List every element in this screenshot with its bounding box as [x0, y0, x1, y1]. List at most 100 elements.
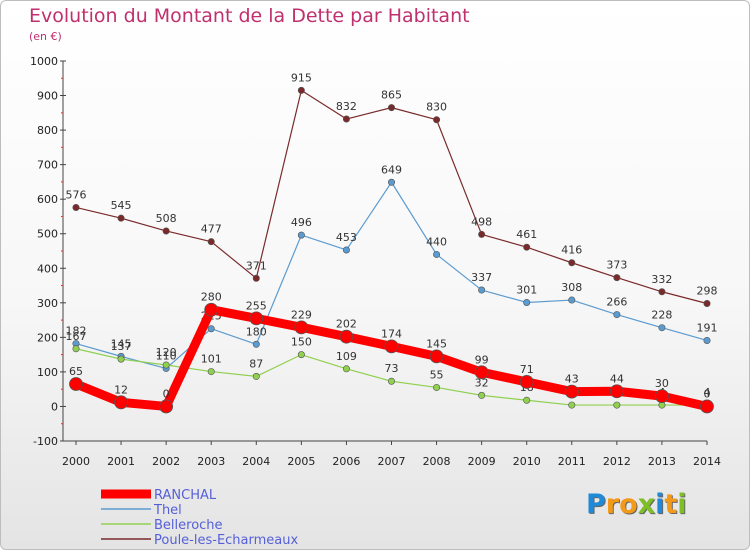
data-label: 280 — [201, 291, 222, 304]
data-label: 71 — [520, 363, 534, 376]
chart-title: Evolution du Montant de la Dette par Hab… — [29, 5, 470, 27]
logo-letter: i — [655, 489, 665, 520]
data-point — [703, 300, 711, 308]
data-label: 43 — [565, 373, 579, 386]
data-label: 496 — [291, 216, 312, 229]
logo-letter: o — [619, 489, 638, 520]
data-point — [297, 351, 305, 359]
data-point — [207, 325, 215, 333]
data-point — [204, 302, 219, 317]
y-tick-label: 800 — [37, 124, 58, 137]
data-label: 167 — [66, 330, 87, 343]
data-label: 137 — [111, 340, 132, 353]
data-point — [564, 384, 579, 399]
data-point — [387, 377, 395, 385]
data-point — [655, 389, 669, 403]
logo-letter: t — [664, 489, 678, 520]
data-label: 373 — [606, 259, 627, 272]
data-label: 180 — [246, 325, 267, 338]
data-label: 65 — [69, 365, 83, 378]
data-point — [703, 336, 711, 344]
y-tick-label: 0 — [51, 400, 58, 413]
data-label: 110 — [156, 349, 177, 362]
data-point — [384, 339, 399, 354]
data-point — [523, 396, 531, 404]
y-tick-label: 400 — [37, 262, 58, 275]
x-tick-label: 2010 — [513, 455, 541, 468]
data-point — [342, 246, 350, 254]
data-label: 229 — [291, 308, 312, 321]
data-point — [69, 377, 83, 391]
data-label: 101 — [201, 353, 222, 366]
x-tick-label: 2001 — [107, 455, 135, 468]
data-label: 298 — [697, 285, 718, 298]
data-label: 308 — [561, 281, 582, 294]
data-label: 440 — [426, 235, 447, 248]
data-label: 832 — [336, 100, 357, 113]
data-point — [478, 286, 486, 294]
data-point — [207, 368, 215, 376]
x-tick-label: 2009 — [468, 455, 496, 468]
logo-letter: P — [586, 489, 606, 520]
data-label: 0 — [704, 387, 711, 400]
data-point — [72, 203, 80, 211]
data-label: 150 — [291, 336, 312, 349]
data-point — [568, 296, 576, 304]
data-point — [429, 349, 444, 364]
data-point — [162, 227, 170, 235]
data-point — [613, 401, 621, 409]
y-tick-label: -100 — [33, 435, 58, 448]
x-tick-label: 2000 — [62, 455, 90, 468]
x-tick-label: 2011 — [558, 455, 586, 468]
data-label: 830 — [426, 101, 447, 114]
y-tick-label: 900 — [37, 90, 58, 103]
chart-subtitle: (en €) — [29, 30, 62, 43]
data-label: 332 — [651, 273, 672, 286]
data-point — [613, 274, 621, 282]
data-label: 73 — [385, 362, 399, 375]
data-label: 461 — [516, 228, 537, 241]
data-label: 371 — [246, 259, 267, 272]
data-point — [478, 230, 486, 238]
data-point — [700, 399, 714, 414]
data-label: 576 — [66, 188, 87, 201]
data-label: 477 — [201, 223, 222, 236]
proxiti-logo: Proxiti — [586, 489, 687, 520]
y-tick-label: 300 — [37, 297, 58, 310]
y-tick-label: 500 — [37, 228, 58, 241]
data-label: 337 — [471, 271, 492, 284]
y-tick-label: 1000 — [30, 55, 58, 68]
data-point — [252, 372, 260, 380]
data-point — [249, 311, 264, 326]
data-point — [72, 345, 80, 353]
data-label: 915 — [291, 71, 312, 84]
data-label: 453 — [336, 231, 357, 244]
x-tick-label: 2012 — [603, 455, 631, 468]
data-label: 87 — [249, 357, 263, 370]
y-tick-label: 700 — [37, 159, 58, 172]
data-point — [523, 243, 531, 251]
data-point — [474, 365, 489, 380]
data-label: 649 — [381, 163, 402, 176]
data-label: 109 — [336, 350, 357, 363]
data-label: 498 — [471, 215, 492, 228]
data-point — [117, 355, 125, 363]
data-point — [339, 329, 354, 344]
logo-letter: i — [677, 489, 687, 520]
data-point — [613, 311, 621, 319]
data-point — [433, 250, 441, 258]
data-point — [162, 361, 170, 369]
data-label: 174 — [381, 327, 402, 340]
data-label: 191 — [697, 321, 718, 334]
legend-label: Belleroche — [154, 518, 223, 533]
data-label: 12 — [114, 383, 128, 396]
x-tick-label: 2014 — [693, 455, 721, 468]
data-label: 416 — [561, 244, 582, 257]
data-point — [207, 238, 215, 246]
data-label: 99 — [475, 353, 489, 366]
data-label: 545 — [111, 199, 132, 212]
x-tick-label: 2013 — [648, 455, 676, 468]
x-tick-label: 2003 — [197, 455, 225, 468]
data-label: 145 — [426, 337, 447, 350]
